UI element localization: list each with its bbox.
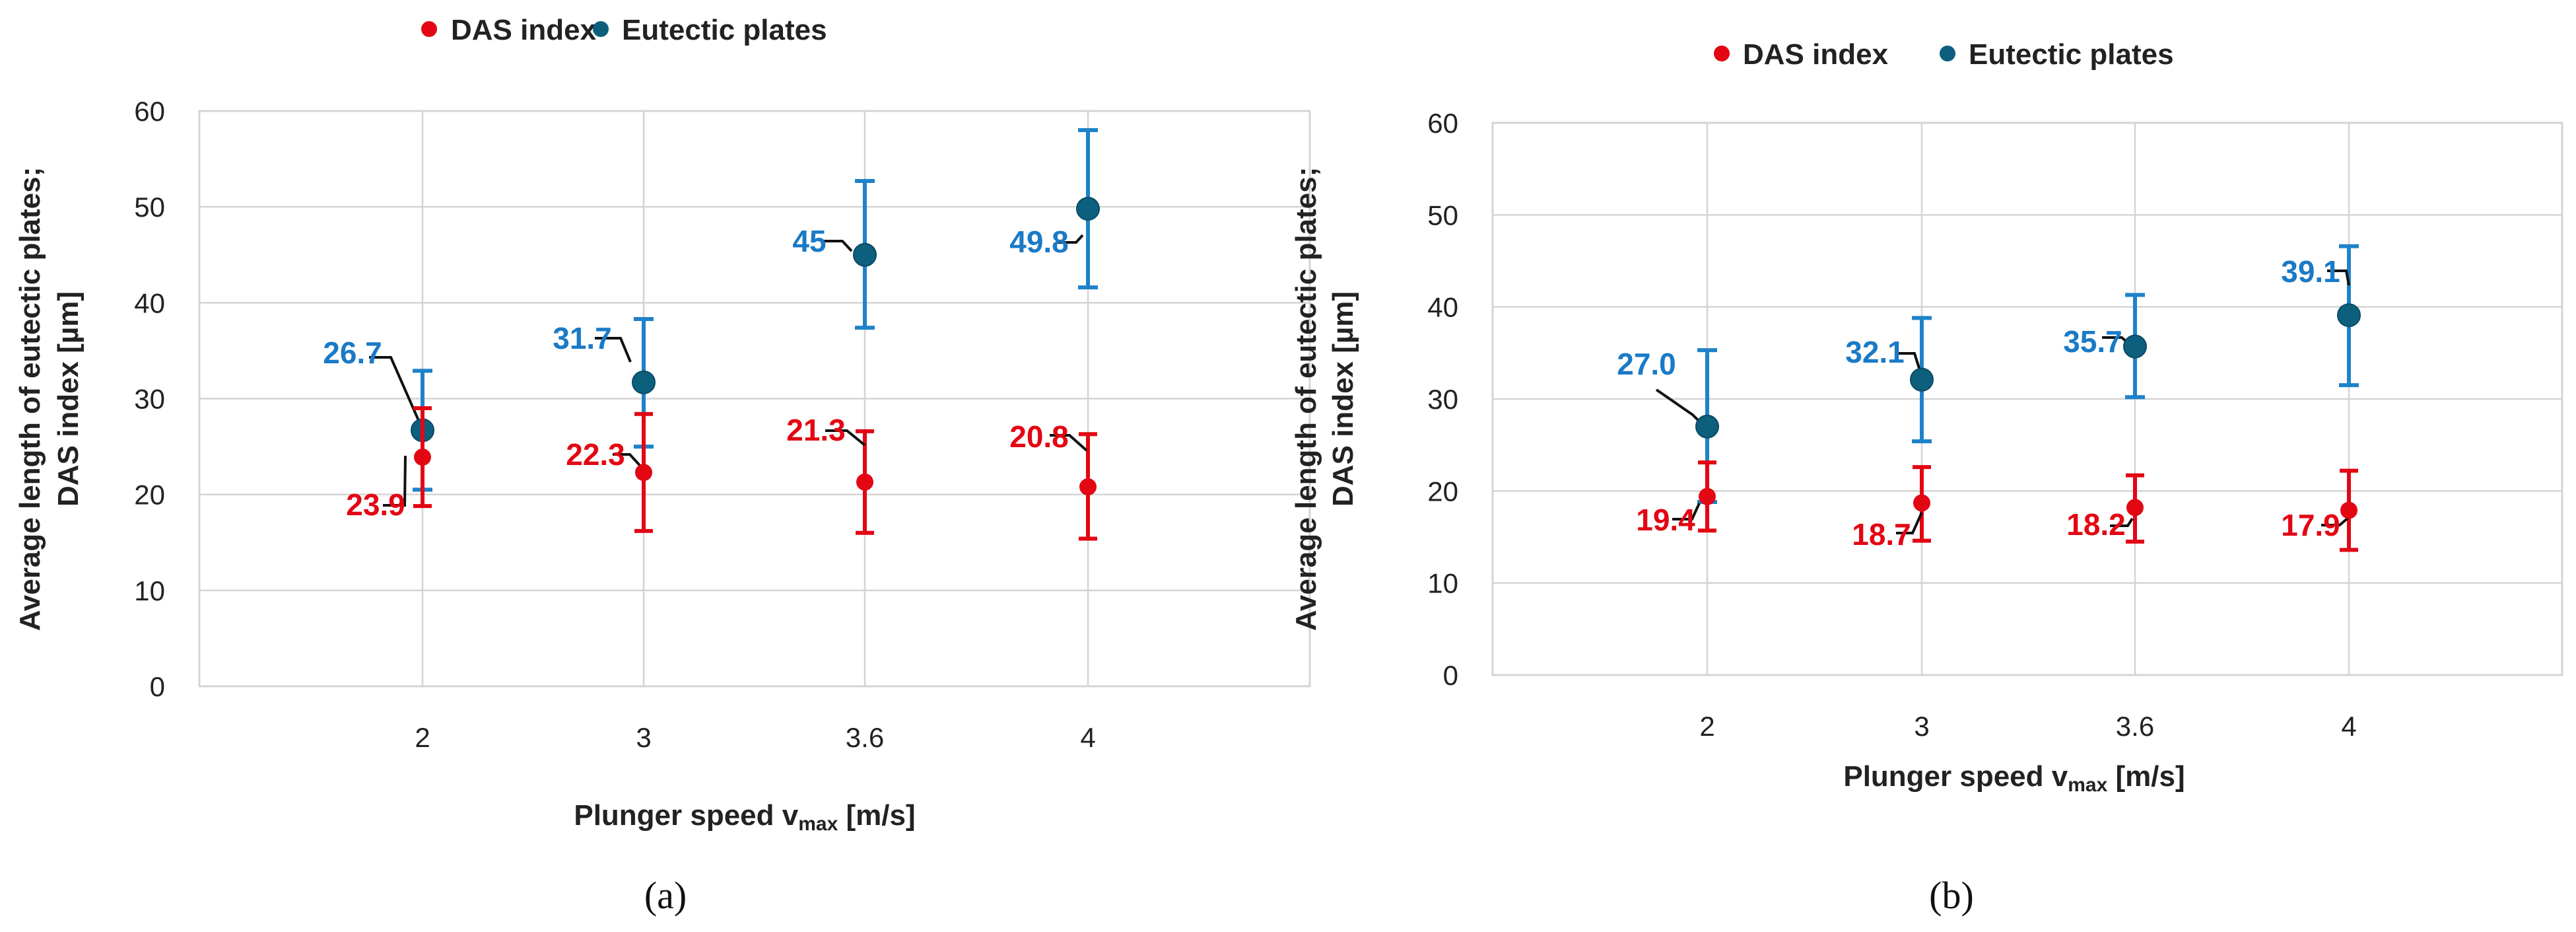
y-tick-label: 60 — [134, 96, 165, 127]
y-axis-title-line-1: Average length of eutectic plates; — [1290, 167, 1322, 631]
chart-panel-a: 0 10 20 30 40 50 60 2 3 3.6 4 26.7 31.7 45 49.8 23.9 22.… — [14, 14, 1311, 917]
legend-eutectic-label: Eutectic plates — [622, 14, 827, 46]
das-label-leader — [1672, 503, 1701, 520]
das-label-leader — [1896, 512, 1923, 534]
das-point — [856, 473, 873, 491]
das-label-leader — [2321, 516, 2350, 526]
legend: DAS index Eutectic plates — [1714, 38, 2174, 71]
y-tick-label: 10 — [1427, 568, 1458, 599]
eut-data-label: 31.7 — [553, 321, 612, 355]
y-tick-label: 10 — [134, 575, 165, 606]
eut-point — [2123, 334, 2147, 359]
das-data-label: 18.7 — [1852, 517, 1911, 552]
eut-point — [1695, 414, 1719, 439]
x-tick-label: 3.6 — [846, 722, 884, 753]
eut-data-label: 39.1 — [2281, 254, 2340, 289]
legend-eutectic-label: Eutectic plates — [1969, 38, 2174, 71]
chart-panel-b: 0 10 20 30 40 50 60 2 3 3.6 4 27.0 32.1 35.7 39.1 19.4 1… — [1290, 38, 2563, 917]
das-point — [1699, 487, 1716, 505]
das-point — [1079, 478, 1097, 496]
das-data-label: 22.3 — [566, 437, 625, 472]
das-label-leader — [613, 453, 645, 471]
legend-eutectic-marker — [1940, 46, 1955, 61]
x-axis-title-subscript: max — [2068, 774, 2107, 796]
eut-point — [1910, 367, 1934, 392]
x-tick-label: 4 — [2341, 711, 2356, 742]
legend-das-label: DAS index — [1743, 38, 1889, 71]
eut-data-label: 27.0 — [1617, 347, 1676, 381]
eut-label-leader — [823, 240, 853, 252]
das-data-label: 19.4 — [1636, 503, 1695, 537]
y-tick-label: 60 — [1427, 108, 1458, 139]
y-tick-label: 0 — [1443, 660, 1458, 691]
y-tick-label: 40 — [1427, 292, 1458, 323]
y-tick-label: 50 — [1427, 199, 1458, 231]
x-tick-label: 4 — [1080, 722, 1095, 753]
y-tick-label: 30 — [134, 384, 165, 415]
x-tick-label: 3 — [636, 722, 651, 753]
x-tick-label: 3.6 — [2116, 711, 2154, 742]
x-tick-label: 2 — [1699, 711, 1714, 742]
das-label-leader — [2110, 517, 2134, 527]
das-data-label: 17.9 — [2281, 508, 2340, 542]
eut-label-leader — [1056, 234, 1084, 244]
legend-das-label: DAS index — [451, 14, 597, 46]
eut-label-leader — [2327, 269, 2350, 286]
y-tick-label: 30 — [1427, 384, 1458, 415]
das-label-leader — [383, 455, 407, 507]
das-point — [635, 464, 652, 482]
eut-point — [1076, 197, 1100, 221]
eut-label-leader — [369, 356, 424, 430]
y-tick-label: 50 — [134, 192, 165, 223]
x-tick-label: 3 — [1914, 711, 1929, 742]
das-point — [1913, 494, 1930, 512]
panel-caption: (b) — [1929, 874, 1974, 917]
das-point — [2126, 499, 2144, 517]
eut-point — [632, 370, 656, 394]
x-axis-title: Plunger speed vmax [m/s] — [1843, 760, 2185, 796]
das-point — [414, 448, 431, 466]
legend-eutectic-marker — [593, 21, 609, 37]
eut-point — [2337, 303, 2361, 328]
y-axis-title-line-2: DAS index [µm] — [52, 291, 85, 507]
eut-data-label: 26.7 — [323, 336, 382, 370]
eut-data-label: 32.1 — [1845, 335, 1905, 369]
x-axis-title-subscript: max — [798, 813, 838, 835]
x-axis-title-unit: [m/s] — [838, 799, 915, 832]
das-data-label: 18.2 — [2066, 507, 2126, 542]
das-label-leader — [825, 429, 866, 447]
x-axis-title-main: Plunger speed v — [574, 799, 798, 832]
eut-data-label: 35.7 — [2063, 324, 2122, 359]
das-data-label: 21.3 — [786, 413, 846, 447]
legend: DAS index Eutectic plates — [421, 14, 827, 46]
das-point — [2340, 501, 2357, 519]
y-tick-label: 20 — [1427, 476, 1458, 507]
eut-label-leader — [595, 337, 632, 363]
das-data-label: 23.9 — [346, 487, 405, 522]
y-tick-label: 20 — [134, 480, 165, 511]
das-label-leader — [1050, 434, 1088, 452]
das-data-label: 20.8 — [1009, 419, 1069, 454]
y-tick-label: 0 — [150, 671, 165, 702]
y-axis-title-line-2: DAS index [µm] — [1327, 291, 1359, 507]
x-axis-title: Plunger speed vmax [m/s] — [574, 799, 915, 835]
eut-data-label: 45 — [792, 224, 826, 258]
y-tick-label: 40 — [134, 287, 165, 318]
legend-das-marker — [421, 21, 437, 37]
legend-das-marker — [1714, 46, 1730, 61]
eut-data-label: 49.8 — [1009, 225, 1069, 259]
x-axis-title-main: Plunger speed v — [1843, 760, 2068, 793]
y-axis-title-line-1: Average length of eutectic plates; — [14, 167, 46, 631]
x-tick-label: 2 — [415, 722, 430, 753]
x-axis-title-unit: [m/s] — [2107, 760, 2185, 793]
panel-caption: (a) — [644, 874, 687, 917]
eut-point — [853, 242, 877, 267]
